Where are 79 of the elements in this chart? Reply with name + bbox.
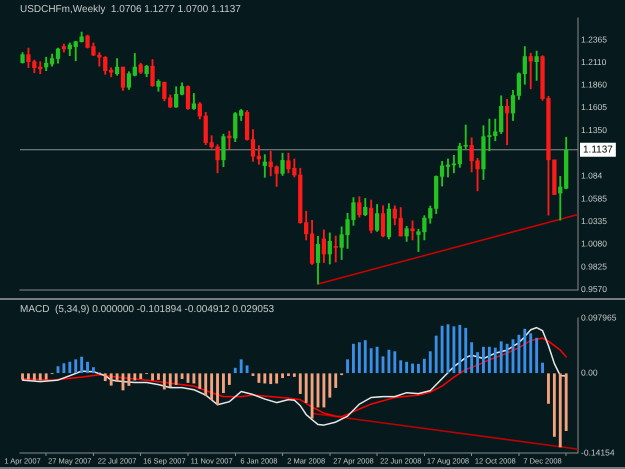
bar: [470, 342, 474, 374]
bar: [27, 373, 30, 380]
bar: [110, 373, 113, 386]
bar: [434, 336, 438, 374]
bar: [476, 352, 479, 374]
y-tick-label: 1.0080: [581, 238, 608, 249]
bar: [287, 373, 290, 376]
bar: [116, 373, 119, 382]
bar: [482, 346, 485, 374]
bar: [21, 373, 24, 380]
bar: [422, 358, 426, 374]
bar: [62, 363, 66, 374]
bar: [127, 373, 130, 386]
y-tick-label: 1.1605: [581, 102, 608, 112]
bar: [304, 373, 308, 403]
bar: [346, 359, 349, 374]
chart-title: USDCHFm,Weekly 1.0706 1.1277 1.0700 1.1137: [20, 4, 242, 15]
y-tick-label: 1.0335: [581, 216, 608, 226]
bar: [174, 373, 178, 385]
y-tick-label: 1.0585: [581, 193, 608, 204]
y-tick-label: 0.097965: [581, 312, 617, 322]
y-tick-label: -0.14154: [581, 447, 615, 458]
y-tick-label: 1.1860: [581, 79, 608, 90]
bar: [411, 364, 414, 374]
y-tick-label: 1.1350: [581, 125, 608, 136]
bar: [151, 373, 154, 380]
chart-title: MACD (5,34,9) 0.000000 -0.101894 -0.004912 0.029053: [20, 304, 275, 315]
bar: [310, 373, 314, 419]
y-tick-label: 1.084: [581, 170, 603, 181]
bar: [257, 373, 260, 383]
bar: [292, 373, 296, 377]
bar: [252, 373, 254, 376]
y-tick-label: 0.00: [581, 368, 598, 378]
y-tick-label: 0.9570: [581, 284, 608, 294]
bar: [446, 324, 450, 374]
bar: [192, 373, 196, 384]
bar: [275, 373, 278, 384]
bar: [56, 366, 60, 374]
y-tick-label: 0.9825: [581, 261, 608, 272]
ref-line-label: 1.1137: [583, 144, 614, 156]
bar: [506, 344, 509, 374]
bar: [92, 367, 95, 374]
bar: [157, 373, 160, 380]
bar: [222, 373, 225, 394]
bar: [281, 373, 284, 378]
bar: [547, 373, 550, 404]
bar: [382, 356, 384, 374]
bar: [370, 348, 373, 374]
bar: [358, 342, 361, 374]
y-tick-label: 1.2110: [581, 57, 607, 68]
bar: [32, 373, 36, 380]
bar: [541, 362, 544, 374]
bar: [512, 339, 514, 374]
bar: [352, 344, 355, 374]
bar: [452, 326, 456, 374]
bar: [180, 373, 184, 379]
bar: [216, 373, 219, 406]
bar: [376, 346, 379, 374]
bar: [387, 350, 390, 374]
bar: [80, 356, 84, 374]
bar: [316, 373, 320, 408]
bar: [440, 326, 444, 374]
bar: [122, 373, 124, 390]
bar: [162, 373, 166, 390]
y-tick-label: 1.2365: [581, 34, 608, 44]
bar: [488, 346, 491, 374]
bar: [210, 373, 214, 400]
bar: [246, 365, 249, 374]
bar: [535, 338, 538, 374]
bar: [186, 373, 190, 383]
bar: [405, 362, 408, 374]
bar: [44, 373, 48, 380]
bar: [552, 373, 556, 437]
bar: [517, 334, 520, 374]
bar: [322, 373, 326, 408]
bar: [417, 364, 420, 374]
bar: [240, 359, 243, 374]
bar: [228, 373, 231, 385]
bar: [86, 362, 89, 374]
